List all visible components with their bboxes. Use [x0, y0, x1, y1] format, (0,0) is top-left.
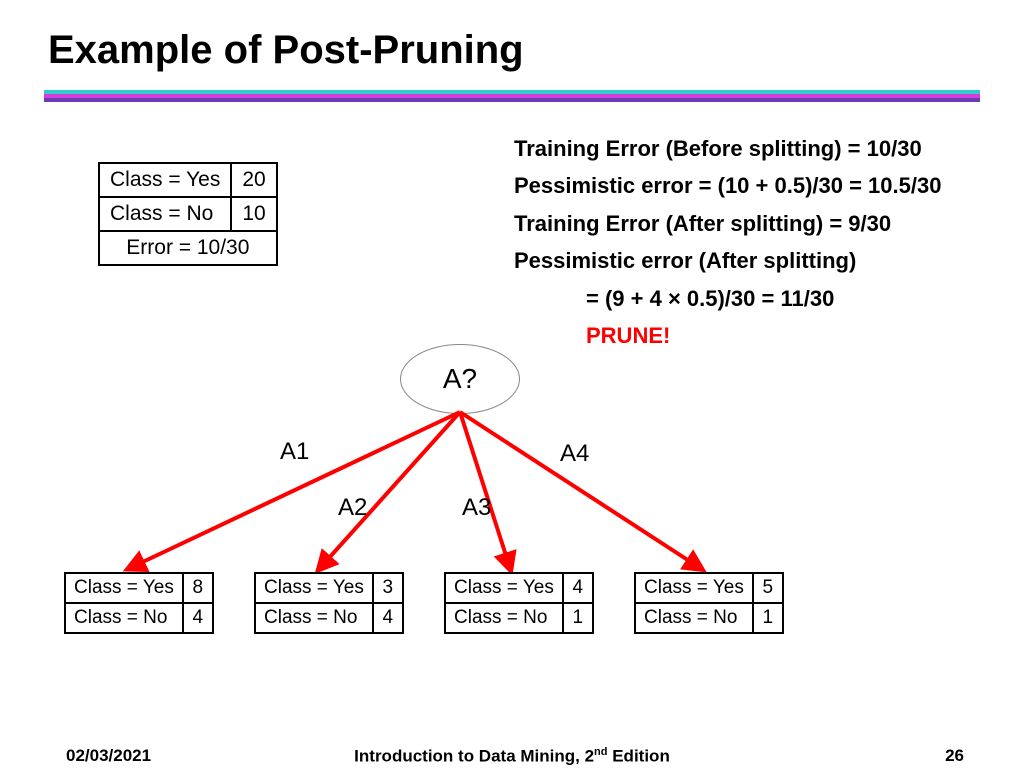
leaf-class-table: Class = Yes8Class = No4 [64, 572, 214, 634]
root-node-label: A? [443, 363, 477, 395]
leaf-no-label: Class = No [255, 603, 373, 633]
error-line-5: = (9 + 4 × 0.5)/30 = 11/30 [514, 280, 941, 317]
tree-edge [130, 412, 460, 568]
prune-conclusion: PRUNE! [514, 317, 941, 354]
leaf-yes-value: 3 [373, 573, 403, 603]
root-yes-value: 20 [231, 163, 276, 197]
leaf-no-value: 1 [753, 603, 783, 633]
leaf-class-table: Class = Yes5Class = No1 [634, 572, 784, 634]
footer-page-number: 26 [945, 746, 964, 766]
leaf-no-label: Class = No [65, 603, 183, 633]
leaf-no-label: Class = No [445, 603, 563, 633]
slide-title: Example of Post-Pruning [48, 28, 524, 73]
title-divider [44, 90, 980, 102]
leaf-no-value: 4 [373, 603, 403, 633]
error-line-2: Pessimistic error = (10 + 0.5)/30 = 10.5… [514, 167, 941, 204]
tree-edge [460, 412, 700, 568]
leaf-no-label: Class = No [635, 603, 753, 633]
leaf-yes-label: Class = Yes [65, 573, 183, 603]
leaf-yes-label: Class = Yes [445, 573, 563, 603]
leaf-yes-value: 4 [563, 573, 593, 603]
leaf-yes-label: Class = Yes [255, 573, 373, 603]
root-class-table: Class = Yes 20 Class = No 10 Error = 10/… [98, 162, 278, 266]
tree-edge [320, 412, 460, 568]
tree-edge [460, 412, 510, 568]
root-yes-label: Class = Yes [99, 163, 231, 197]
root-no-label: Class = No [99, 197, 231, 231]
edge-label: A3 [462, 494, 491, 522]
leaf-no-value: 1 [563, 603, 593, 633]
leaf-yes-value: 8 [183, 573, 213, 603]
footer-title: Introduction to Data Mining, 2nd Edition [0, 746, 1024, 767]
leaf-class-table: Class = Yes3Class = No4 [254, 572, 404, 634]
error-line-4: Pessimistic error (After splitting) [514, 242, 941, 279]
root-error: Error = 10/30 [99, 231, 277, 265]
decision-node-root: A? [400, 344, 520, 414]
error-line-1: Training Error (Before splitting) = 10/3… [514, 130, 941, 167]
leaf-yes-value: 5 [753, 573, 783, 603]
root-no-value: 10 [231, 197, 276, 231]
leaf-no-value: 4 [183, 603, 213, 633]
edge-label: A2 [338, 494, 367, 522]
error-calculations: Training Error (Before splitting) = 10/3… [514, 130, 941, 354]
edge-label: A4 [560, 440, 589, 468]
leaf-class-table: Class = Yes4Class = No1 [444, 572, 594, 634]
leaf-yes-label: Class = Yes [635, 573, 753, 603]
rule-stripe-3 [44, 98, 980, 102]
error-line-3: Training Error (After splitting) = 9/30 [514, 205, 941, 242]
edge-label: A1 [280, 438, 309, 466]
